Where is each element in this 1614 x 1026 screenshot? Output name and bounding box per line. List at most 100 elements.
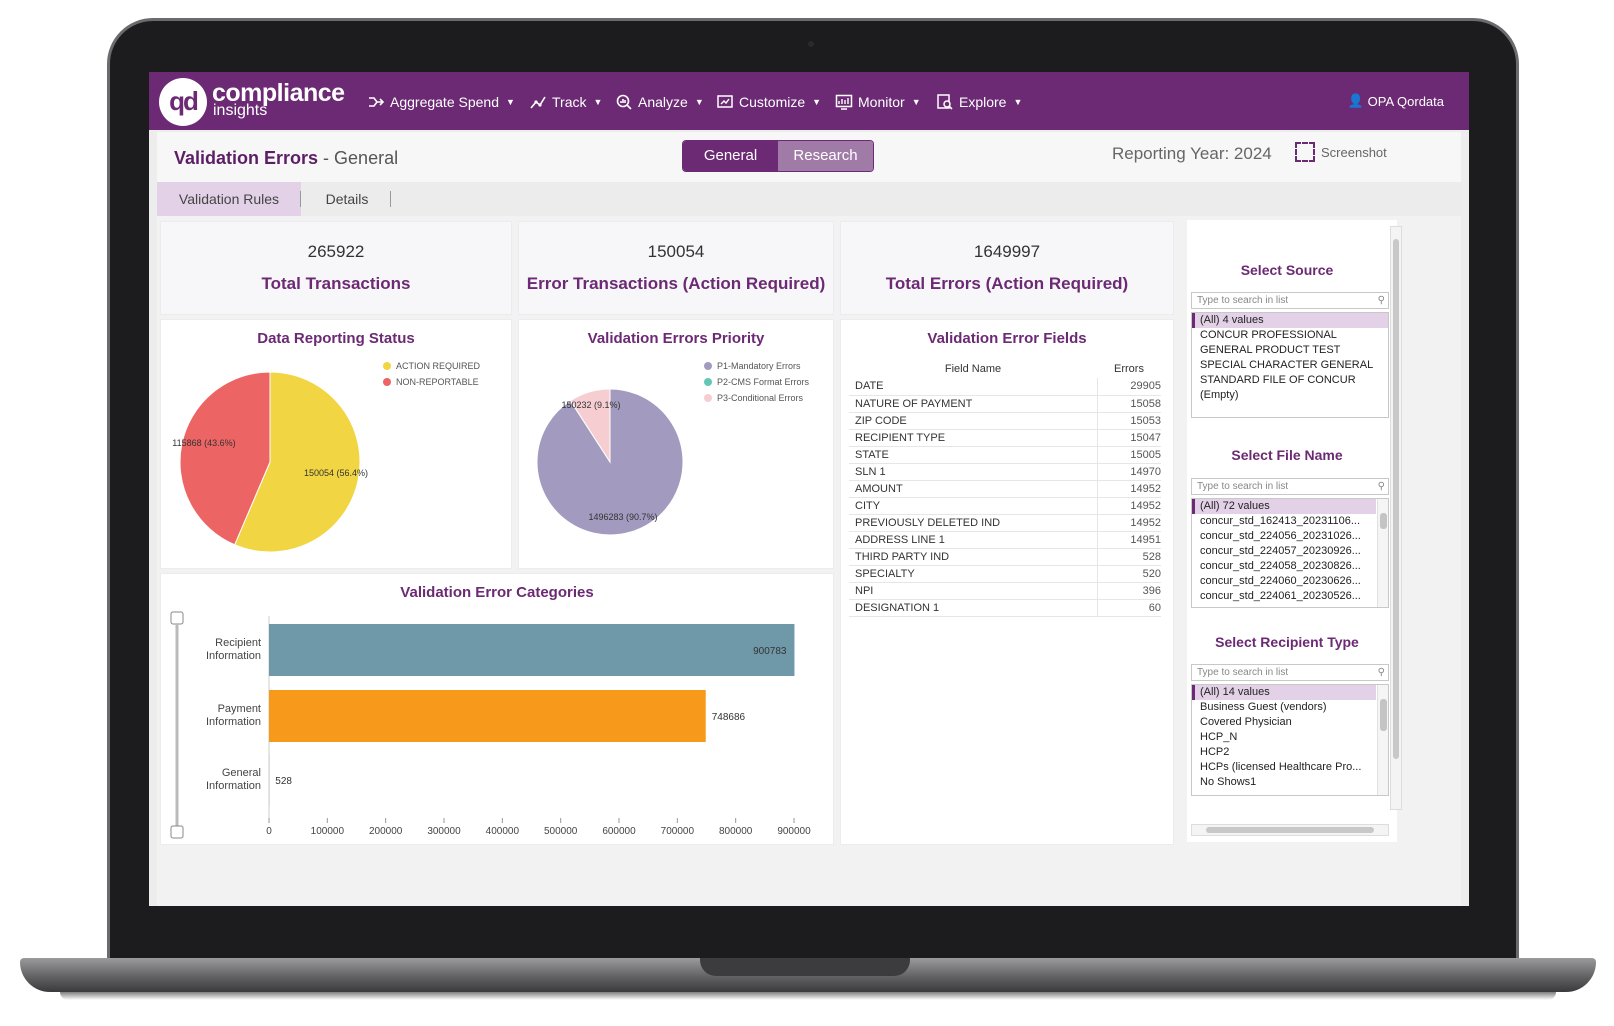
user-name: OPA Qordata — [1367, 93, 1444, 109]
pie-slice — [233, 371, 361, 553]
errors-cell: 15047 — [1096, 429, 1161, 447]
field-name-cell: ADDRESS LINE 1 — [849, 531, 1097, 549]
dashboard-content: 265922 Total Transactions 150054 Error T… — [157, 216, 1461, 906]
table-row[interactable]: DESIGNATION 1 60 — [849, 599, 1161, 617]
legend-label: NON-REPORTABLE — [396, 377, 479, 387]
data-label: 528 — [275, 776, 292, 787]
reporting-year: Reporting Year: 2024 — [1112, 144, 1272, 163]
error-fields-table: Field Name Errors DATE 29905 NATURE OF PAY… — [849, 360, 1161, 617]
nav-analyze[interactable]: Analyze ▼ — [615, 93, 704, 111]
category-label: Information — [206, 650, 261, 662]
kpi-value: 265922 — [307, 242, 365, 261]
table-row[interactable]: RECIPIENT TYPE 15047 — [849, 429, 1161, 447]
list-item[interactable]: STANDARD FILE OF CONCUR — [1200, 374, 1356, 386]
nav-aggregate-spend[interactable]: Aggregate Spend ▼ — [367, 93, 515, 111]
caret-down-icon: ▼ — [911, 97, 921, 107]
nav-customize[interactable]: Customize ▼ — [716, 93, 821, 111]
laptop-notch — [700, 958, 910, 976]
list-item[interactable]: Covered Physician — [1200, 716, 1292, 728]
table-row[interactable]: THIRD PARTY IND 528 — [849, 548, 1161, 566]
list-item[interactable]: SPECIAL CHARACTER GENERAL — [1200, 359, 1374, 371]
scroll-thumb[interactable] — [1206, 827, 1374, 833]
slice-label: 1496283 (90.7%) — [588, 512, 657, 522]
nav-monitor[interactable]: Monitor ▼ — [835, 93, 921, 111]
file-name-search-input[interactable]: Type to search in list ⚲ — [1191, 478, 1389, 495]
source-list[interactable]: (All) 4 values CONCUR PROFESSIONAL GENER… — [1191, 312, 1389, 418]
nav-explore[interactable]: Explore ▼ — [936, 93, 1022, 111]
list-item[interactable]: concur_std_162413_20231106... — [1200, 515, 1361, 527]
filter-vertical-scrollbar[interactable] — [1390, 226, 1402, 810]
bar — [269, 624, 795, 676]
filter-title: Select File Name — [1231, 447, 1343, 463]
recipient-type-list[interactable]: (All) 14 values Business Guest (vendors)… — [1191, 684, 1389, 796]
scroll-thumb[interactable] — [1380, 513, 1387, 529]
list-item[interactable]: HCP_N — [1200, 731, 1238, 743]
table-row[interactable]: NPI 396 — [849, 582, 1161, 600]
user-menu[interactable]: 👤 OPA Qordata — [1347, 93, 1444, 109]
legend-item[interactable]: P2-CMS Format Errors — [704, 374, 809, 390]
toggle-general-button[interactable]: General — [683, 141, 778, 171]
recipient-type-search-input[interactable]: Type to search in list ⚲ — [1191, 664, 1389, 681]
sub-tabs: Validation Rules Details — [157, 182, 1461, 216]
toggle-research-button[interactable]: Research — [778, 141, 873, 171]
legend-swatch — [383, 378, 391, 386]
list-item[interactable]: concur_std_224057_20230926... — [1200, 545, 1361, 557]
table-row[interactable]: SLN 1 14970 — [849, 463, 1161, 481]
table-row[interactable]: CITY 14952 — [849, 497, 1161, 515]
list-scrollbar[interactable] — [1377, 685, 1388, 795]
errors-cell: 528 — [1096, 548, 1161, 566]
bar — [269, 690, 706, 742]
list-item[interactable]: (All) 4 values — [1192, 313, 1388, 328]
tab-validation-rules[interactable]: Validation Rules — [157, 182, 301, 216]
legend-item[interactable]: NON-REPORTABLE — [383, 374, 480, 390]
list-item[interactable]: concur_std_224056_20231026... — [1200, 530, 1361, 542]
list-item[interactable]: HCP2 — [1200, 746, 1230, 758]
search-icon: ⚲ — [1377, 481, 1385, 492]
table-row[interactable]: STATE 15005 — [849, 446, 1161, 464]
list-item[interactable]: HCPs (licensed Healthcare Pro... — [1200, 761, 1362, 773]
logo-subtext: insights — [213, 102, 268, 119]
errors-cell: 14951 — [1096, 531, 1161, 549]
analyze-icon — [616, 94, 632, 110]
file-name-list[interactable]: (All) 72 values concur_std_162413_202311… — [1191, 498, 1389, 608]
pie-slice — [179, 371, 271, 546]
list-item[interactable]: (Empty) — [1200, 389, 1239, 401]
list-item[interactable]: concur_std_224058_20230826... — [1200, 560, 1361, 572]
scroll-thumb[interactable] — [1380, 699, 1387, 731]
legend-item[interactable]: ACTION REQUIRED — [383, 358, 480, 374]
list-item[interactable]: (All) 72 values — [1192, 499, 1376, 514]
table-row[interactable]: NATURE OF PAYMENT 15058 — [849, 395, 1161, 413]
legend-item[interactable]: P1-Mandatory Errors — [704, 358, 809, 374]
legend-swatch — [704, 378, 712, 386]
source-search-input[interactable]: Type to search in list ⚲ — [1191, 292, 1389, 309]
table-row[interactable]: DATE 29905 — [849, 378, 1161, 396]
tab-details[interactable]: Details — [325, 191, 369, 207]
field-name-cell: ZIP CODE — [849, 412, 1097, 430]
list-item[interactable]: (All) 14 values — [1192, 685, 1376, 700]
screenshot-button[interactable]: Screenshot — [1295, 142, 1387, 162]
legend-item[interactable]: P3-Conditional Errors — [704, 390, 809, 406]
table-header[interactable]: Field Name — [944, 363, 1002, 375]
table-row[interactable]: AMOUNT 14952 — [849, 480, 1161, 498]
legend-label: P2-CMS Format Errors — [717, 377, 810, 387]
view-toggle: General Research — [682, 140, 874, 172]
table-row[interactable]: PREVIOUSLY DELETED IND 14952 — [849, 514, 1161, 532]
filter-horizontal-scrollbar[interactable] — [1191, 824, 1389, 836]
list-item[interactable]: concur_std_224061_20230526... — [1200, 590, 1361, 602]
list-scrollbar[interactable] — [1377, 499, 1388, 607]
nav-track[interactable]: Track ▼ — [529, 93, 602, 111]
nav-label: Monitor — [858, 94, 905, 110]
top-nav: qd compliance insights Aggregate Spend ▼ … — [149, 72, 1469, 130]
table-row[interactable]: ADDRESS LINE 1 14951 — [849, 531, 1161, 549]
list-item[interactable]: GENERAL PRODUCT TEST — [1200, 344, 1341, 356]
table-row[interactable]: ZIP CODE 15053 — [849, 412, 1161, 430]
search-icon: ⚲ — [1377, 295, 1385, 306]
list-item[interactable]: No Shows1 — [1200, 776, 1257, 788]
list-item[interactable]: CONCUR PROFESSIONAL — [1200, 329, 1337, 341]
table-row[interactable]: SPECIALTY 520 — [849, 565, 1161, 583]
logo-mark[interactable]: qd — [159, 78, 207, 126]
table-header[interactable]: Errors — [1114, 363, 1144, 375]
scroll-thumb[interactable] — [1393, 239, 1399, 759]
list-item[interactable]: Business Guest (vendors) — [1200, 701, 1327, 713]
list-item[interactable]: concur_std_224060_20230626... — [1200, 575, 1361, 587]
